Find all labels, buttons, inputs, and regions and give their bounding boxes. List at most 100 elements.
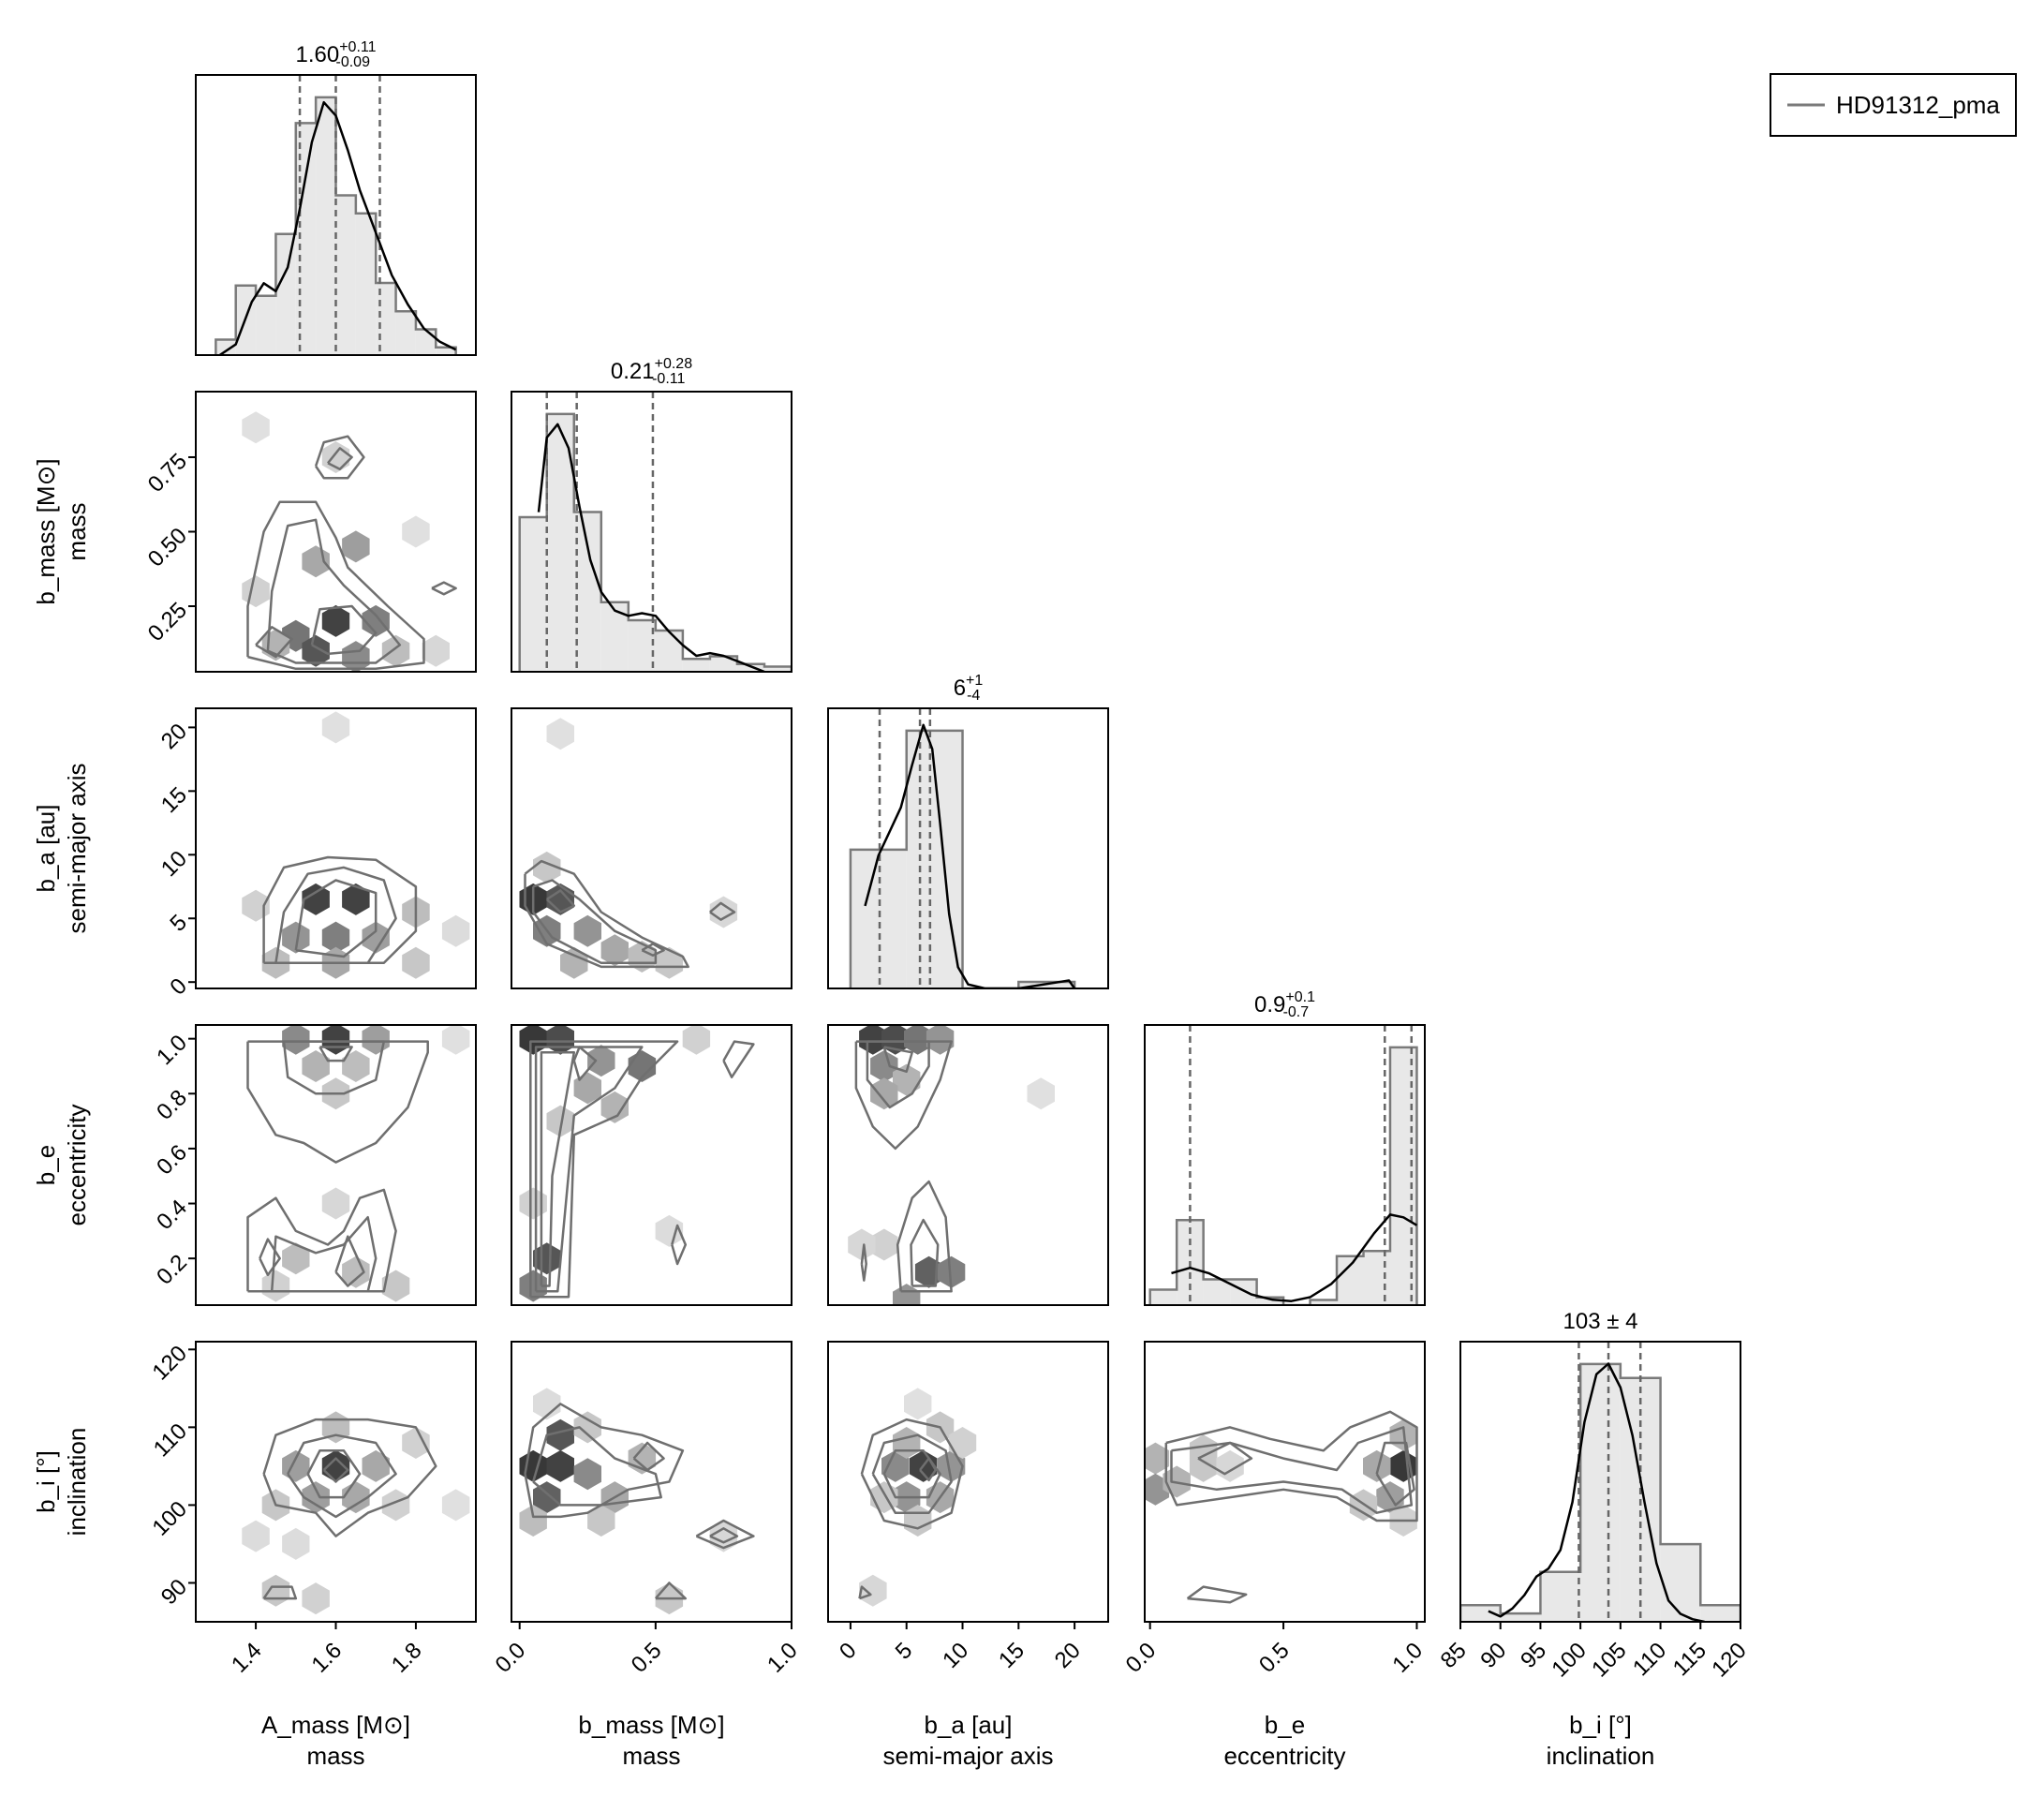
hexbin (242, 411, 270, 444)
hist-bar (519, 516, 547, 672)
hexbin (302, 545, 330, 578)
title-value: 6 (954, 676, 966, 701)
contour-line (882, 1449, 941, 1499)
title-value: 0.9 (1254, 992, 1285, 1017)
x-axis-sublabel-b_mass: mass (622, 1742, 680, 1770)
pair-content (242, 1411, 470, 1615)
kde-curve (218, 100, 457, 355)
hexbin (1189, 1434, 1218, 1467)
hist-bar (1660, 1544, 1701, 1622)
hexbin (342, 1255, 370, 1288)
hexbin (1027, 1077, 1055, 1110)
hexbin (870, 1077, 898, 1110)
hexbin (282, 1242, 310, 1275)
hist-bar (215, 339, 236, 355)
hexbin (342, 530, 370, 563)
contour-line (1197, 1441, 1253, 1476)
hexbin (881, 1449, 910, 1482)
hist-bar (1700, 1605, 1740, 1622)
contour-line (246, 1040, 429, 1164)
x-tick-label: 105 (1587, 1638, 1631, 1682)
hexbin (321, 711, 350, 744)
hexbin (302, 1481, 330, 1514)
title-upper-error: +0.28 (655, 356, 693, 372)
contour-line (572, 1046, 598, 1081)
x-axis-sublabel-A_mass: mass (306, 1742, 364, 1770)
diag-panel-b_i: 103 ± 4 (1459, 1309, 1741, 1623)
title-upper-error: +1 (966, 673, 983, 689)
contour-line (871, 1433, 953, 1514)
hexbin (587, 1045, 615, 1077)
hexbin (342, 1481, 370, 1514)
x-tick-label: 115 (1668, 1638, 1711, 1681)
title-lower-error: -0.7 (1283, 1004, 1310, 1020)
x-tick-label: 15 (994, 1638, 1029, 1673)
hexbin (282, 1527, 310, 1560)
contour-line (431, 581, 457, 596)
y-axis-label-b_a: b_a [au] (32, 805, 60, 893)
hist-outline (518, 412, 792, 672)
hexbin (533, 1481, 561, 1514)
hexbin (302, 1582, 330, 1615)
contour-line (882, 1046, 913, 1074)
title-upper-error: +0.1 (1285, 989, 1315, 1005)
contour-line (262, 1418, 437, 1537)
hexbin (628, 941, 657, 973)
x-tick-label: 0.0 (491, 1638, 531, 1678)
hexbin (441, 1489, 470, 1522)
hexbin (321, 1025, 350, 1055)
contour-line (540, 1051, 576, 1287)
hexbin (533, 1242, 561, 1275)
contour-line (1375, 1441, 1415, 1507)
title-value: 0.21 (611, 359, 655, 384)
panel-title-b_mass: 0.21+0.28 -0.11 (611, 356, 692, 387)
x-axis-label-b_mass: b_mass [M⊙] (578, 1711, 724, 1739)
x-tick-label: 95 (1516, 1638, 1551, 1673)
kde-curve (1488, 1362, 1705, 1622)
hexbin (573, 1458, 601, 1491)
kde-curve (864, 723, 1076, 988)
contour-line (318, 1046, 353, 1062)
panel-frame (511, 1341, 792, 1623)
pair-panel-A_mass-b_i (195, 1341, 477, 1623)
y-tick-label: 10 (156, 846, 192, 882)
contour-line (524, 1403, 685, 1519)
diag-panel-A_mass: 1.60+0.11 -0.09 (195, 39, 477, 356)
hexbin (709, 896, 738, 928)
hist-bar (709, 656, 737, 672)
hexbin (655, 946, 684, 979)
contour-line (306, 1449, 362, 1499)
hexbin (533, 1388, 561, 1420)
hexbin (600, 1091, 629, 1123)
y-axis-label-b_e: b_e (32, 1145, 60, 1185)
hexbin (261, 1270, 290, 1302)
hexbin (302, 883, 330, 915)
contour-line (919, 1457, 938, 1482)
hexbin (362, 1025, 390, 1055)
pair-content (242, 711, 470, 979)
diag-content-b_a (849, 708, 1076, 988)
hexbin (242, 575, 270, 608)
diag-panel-b_a: 6+1 -4 (827, 673, 1109, 989)
hexbin (441, 914, 470, 947)
hexbin (282, 1449, 310, 1482)
hexbin (402, 1427, 430, 1459)
hist-bar (256, 295, 276, 355)
x-axis-label-A_mass: A_mass [M⊙] (261, 1711, 410, 1739)
contour-line (671, 1224, 688, 1266)
y-tick-label: 110 (149, 1418, 192, 1462)
contour-line (860, 1243, 867, 1282)
hist-bar (316, 97, 336, 355)
hexbin (893, 1063, 921, 1096)
pair-panel-b_e-b_i (1144, 1341, 1426, 1623)
contour-line (266, 518, 402, 664)
y-tick-label: 0 (165, 973, 192, 1001)
hist-bar (275, 233, 296, 355)
panel-frame (511, 391, 792, 673)
hexbin (321, 1187, 350, 1220)
contour-line (1186, 1585, 1248, 1604)
pair-content (242, 411, 457, 672)
pair-panel-b_mass-b_i (511, 1341, 792, 1623)
contour-line (534, 1046, 644, 1293)
